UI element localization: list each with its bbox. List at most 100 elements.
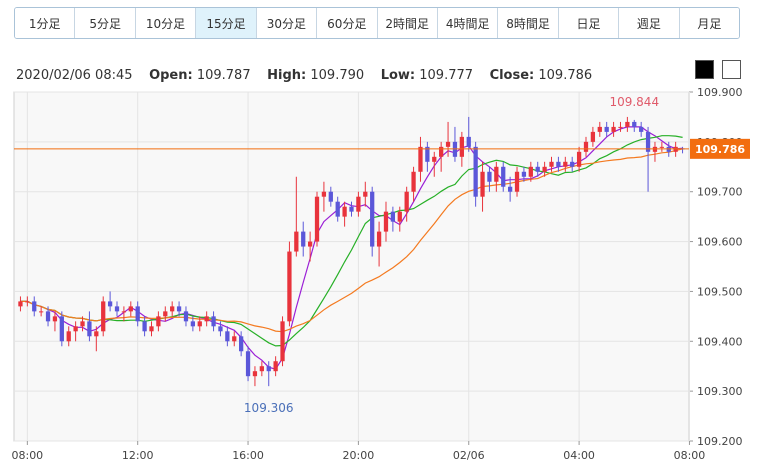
close-value: 109.786: [538, 68, 593, 83]
candle-body: [101, 301, 106, 332]
tab-timeframe[interactable]: 60分足: [317, 8, 378, 38]
current-price-label: 109.786: [695, 143, 745, 156]
ohlc-readout: 2020/02/06 08:45 Open: 109.787 High: 109…: [16, 68, 592, 83]
candle-body: [659, 146, 664, 148]
candle-body: [514, 171, 520, 192]
candle-body: [59, 316, 64, 342]
candle-body: [163, 311, 168, 317]
tab-timeframe[interactable]: 15分足: [196, 8, 257, 38]
x-tick-label: 08:00: [11, 449, 43, 462]
y-tick-label: 109.400: [697, 335, 743, 348]
current-price-tag: [690, 138, 750, 159]
candle-body: [335, 201, 340, 217]
candle-body: [445, 141, 451, 147]
candle-body: [418, 146, 423, 172]
candle-body: [114, 306, 120, 312]
candle-body: [107, 301, 113, 307]
x-tick-label: 02/06: [453, 449, 485, 462]
candle-body: [404, 191, 409, 212]
candle-body: [583, 141, 589, 152]
candle-body: [80, 321, 85, 327]
candle-body: [480, 171, 485, 197]
ma-line-13: [20, 135, 683, 347]
candle-body: [521, 171, 527, 177]
candle-body: [252, 371, 258, 377]
candle-body: [639, 126, 644, 132]
y-tick-label: 109.700: [697, 186, 743, 199]
candle-body: [328, 191, 333, 202]
candle-body: [135, 306, 140, 322]
candle-body: [52, 316, 58, 322]
candle-body: [425, 146, 430, 162]
candle-body: [411, 171, 416, 192]
candle-body: [66, 331, 71, 342]
candle-body: [259, 366, 264, 372]
candle-body: [280, 321, 285, 362]
candle-datetime: 2020/02/06 08:45: [16, 68, 133, 83]
candle-body: [128, 306, 133, 312]
candle-body: [349, 206, 354, 212]
candle-body: [397, 211, 402, 222]
tab-timeframe[interactable]: 4時間足: [437, 8, 499, 38]
tab-timeframe[interactable]: 日足: [558, 8, 620, 38]
candle-body: [618, 126, 623, 128]
candle-body: [590, 131, 596, 142]
candle-body: [170, 306, 175, 312]
candle-body: [156, 316, 161, 327]
light-theme-button[interactable]: [722, 60, 741, 79]
candle-body: [301, 231, 306, 247]
tab-timeframe[interactable]: 1分足: [15, 8, 76, 38]
candle-body: [645, 131, 651, 152]
candle-body: [570, 161, 575, 167]
candle-body: [363, 191, 368, 197]
candle-body: [563, 161, 568, 167]
candle-body: [307, 241, 313, 247]
y-tick-label: 109.300: [697, 385, 743, 398]
tab-timeframe[interactable]: 週足: [619, 8, 680, 38]
candle-body: [439, 146, 444, 157]
y-tick-label: 109.500: [697, 285, 743, 298]
candle-body: [245, 351, 251, 377]
tab-timeframe[interactable]: 30分足: [256, 8, 318, 38]
tab-timeframe[interactable]: 8時間足: [498, 8, 559, 38]
candle-body: [487, 171, 492, 182]
candle-body: [204, 316, 209, 322]
candle-body: [576, 151, 582, 167]
plot-area: [13, 91, 690, 442]
candle-body: [87, 321, 92, 337]
candle-body: [549, 161, 554, 167]
candle-body: [94, 331, 99, 337]
candle-body: [239, 336, 244, 352]
candle-body: [314, 196, 320, 242]
candle-body: [294, 231, 299, 252]
candle-body: [507, 186, 513, 192]
high-value: 109.790: [310, 68, 365, 83]
candle-body: [466, 136, 471, 147]
candle-body: [149, 326, 154, 332]
tab-timeframe[interactable]: 月足: [679, 8, 739, 38]
candle-body: [39, 311, 44, 313]
candle-body: [232, 336, 237, 342]
candle-body: [18, 301, 23, 307]
candle-body: [535, 166, 540, 172]
tab-timeframe[interactable]: 5分足: [75, 8, 136, 38]
low-value: 109.777: [419, 68, 474, 83]
dark-theme-button[interactable]: [695, 60, 714, 79]
candle-body: [218, 326, 223, 332]
tab-timeframe[interactable]: 10分足: [135, 8, 197, 38]
candle-body: [25, 301, 30, 303]
candle-body: [494, 166, 499, 182]
candle-body: [356, 196, 361, 212]
candle-body: [142, 321, 147, 332]
low-annotation: 109.306: [244, 401, 294, 415]
x-tick-label: 04:00: [563, 449, 595, 462]
candle-body: [459, 136, 464, 157]
candle-body: [376, 231, 382, 247]
candle-body: [597, 126, 602, 132]
candle-body: [287, 251, 292, 322]
tab-timeframe[interactable]: 2時間足: [377, 8, 438, 38]
candle-body: [342, 206, 347, 217]
candle-body: [390, 211, 396, 222]
candle-body: [32, 301, 37, 312]
